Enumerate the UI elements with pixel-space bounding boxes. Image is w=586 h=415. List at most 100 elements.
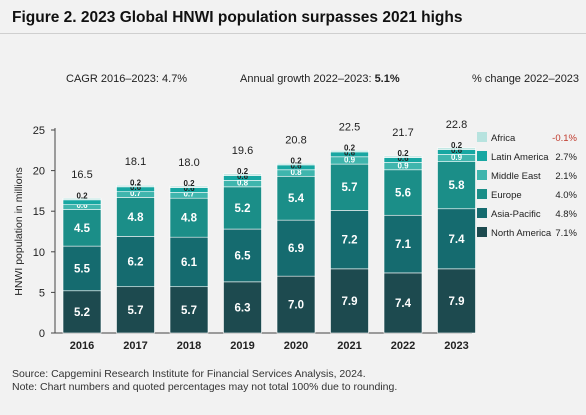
legend-change: 2.7% bbox=[555, 152, 577, 163]
data-label: 5.2 bbox=[235, 203, 251, 215]
legend-swatch bbox=[477, 208, 487, 218]
bar-segment bbox=[276, 219, 316, 277]
legend-label: Europe bbox=[491, 190, 522, 201]
bar-segment bbox=[437, 147, 476, 150]
total-label: 21.7 bbox=[392, 127, 413, 139]
data-label: 0.2 bbox=[290, 156, 302, 165]
data-label: 7.1 bbox=[395, 239, 412, 251]
total-label: 18.1 bbox=[125, 156, 146, 168]
bar-segment bbox=[62, 199, 102, 206]
bar-segment bbox=[116, 184, 155, 188]
bar-segment bbox=[169, 236, 209, 288]
legend-label: Asia-Pacific bbox=[491, 209, 541, 220]
data-label: 5.4 bbox=[288, 193, 305, 205]
total-label: 22.5 bbox=[339, 121, 360, 133]
data-label: 6.5 bbox=[235, 250, 252, 262]
legend-change: 7.1% bbox=[555, 228, 577, 239]
cagr-value: 4.7% bbox=[162, 73, 188, 85]
bar-segment bbox=[223, 186, 262, 230]
x-tick-label: 2022 bbox=[391, 340, 415, 352]
legend-swatch bbox=[477, 151, 487, 161]
bar-segment bbox=[437, 161, 476, 210]
total-label: 22.8 bbox=[446, 119, 467, 131]
bar-segment bbox=[223, 281, 262, 334]
x-tick-label: 2020 bbox=[284, 340, 308, 352]
data-label: 0.6 bbox=[451, 146, 463, 155]
source-line: Source: Capgemini Research Institute for… bbox=[12, 368, 366, 380]
data-label: 0.9 bbox=[397, 161, 409, 170]
data-label: 7.4 bbox=[395, 298, 412, 310]
bar-segment bbox=[116, 236, 155, 288]
source-note: Source: Capgemini Research Institute for… bbox=[12, 368, 397, 394]
bar-segment bbox=[330, 150, 369, 153]
legend-label: Middle East bbox=[491, 171, 541, 182]
data-label: 0.6 bbox=[397, 154, 409, 163]
note-line: Note: Chart numbers and quoted percentag… bbox=[12, 381, 398, 393]
legend-label: Latin America bbox=[491, 152, 549, 163]
legend-change: -0.1% bbox=[552, 133, 577, 144]
bar-segment bbox=[62, 209, 102, 247]
x-tick-label: 2018 bbox=[177, 340, 201, 352]
data-label: 7.2 bbox=[342, 235, 358, 247]
cagr-label: CAGR 2016–2023: bbox=[66, 73, 159, 85]
bar-segment bbox=[223, 173, 262, 176]
figure-title: Figure 2. 2023 Global HNWI population su… bbox=[12, 9, 463, 26]
data-label: 7.9 bbox=[449, 296, 465, 308]
x-tick-label: 2017 bbox=[123, 340, 147, 352]
y-tick-label: 0 bbox=[39, 328, 45, 340]
data-label: 4.8 bbox=[181, 213, 198, 225]
title-divider bbox=[0, 33, 586, 34]
legend-label: Africa bbox=[491, 133, 516, 144]
bar-segment bbox=[276, 162, 316, 166]
x-tick-label: 2016 bbox=[70, 340, 94, 352]
data-label: 0.2 bbox=[237, 167, 249, 176]
bar-segment bbox=[169, 197, 209, 238]
data-label: 0.2 bbox=[451, 141, 463, 150]
legend-change: 4.0% bbox=[555, 190, 577, 201]
legend-swatch bbox=[477, 170, 487, 180]
total-label: 16.5 bbox=[71, 169, 92, 181]
data-label: 6.1 bbox=[181, 257, 198, 269]
bar-segment bbox=[223, 228, 262, 283]
bar-segment bbox=[383, 155, 423, 158]
legend-change: 4.8% bbox=[555, 209, 577, 220]
annual-growth-label: Annual growth 2022–2023: bbox=[240, 73, 372, 85]
bar-segment bbox=[62, 290, 102, 334]
data-label: 0.7 bbox=[183, 190, 195, 199]
data-label: 4.5 bbox=[74, 223, 91, 235]
data-label: 0.6 bbox=[290, 161, 302, 170]
data-label: 0.9 bbox=[451, 153, 463, 162]
data-label: 6.9 bbox=[288, 243, 304, 255]
data-label: 0.2 bbox=[183, 179, 195, 188]
bar-segment bbox=[62, 245, 102, 292]
data-label: 5.7 bbox=[128, 305, 144, 317]
bar-segment bbox=[437, 268, 476, 334]
bar-segment bbox=[330, 163, 369, 211]
data-label: 0.2 bbox=[397, 149, 409, 158]
bar-segment bbox=[62, 197, 102, 201]
data-label: 6.3 bbox=[235, 302, 251, 314]
data-label: 0.2 bbox=[130, 178, 142, 187]
legend-swatch bbox=[477, 227, 487, 237]
data-label: 0.2 bbox=[344, 143, 356, 152]
total-label: 20.8 bbox=[285, 134, 306, 146]
data-label: 7.4 bbox=[449, 234, 466, 246]
data-label: 0.6 bbox=[76, 201, 88, 210]
data-label: 0.9 bbox=[344, 156, 356, 165]
bar-segment bbox=[116, 197, 155, 237]
data-label: 0.8 bbox=[290, 168, 302, 177]
total-label: 19.6 bbox=[232, 145, 253, 157]
bar-segment bbox=[169, 286, 209, 334]
x-tick-label: 2023 bbox=[444, 340, 468, 352]
x-tick-label: 2019 bbox=[230, 340, 254, 352]
data-label: 0.6 bbox=[237, 172, 249, 181]
annual-growth-value: 5.1% bbox=[374, 73, 400, 85]
annual-growth-text: Annual growth 2022–2023: 5.1% bbox=[240, 73, 400, 85]
data-label: 5.6 bbox=[395, 188, 411, 200]
data-label: 5.2 bbox=[74, 307, 90, 319]
data-label: 7.0 bbox=[288, 300, 304, 312]
legend-change: 2.1% bbox=[555, 171, 577, 182]
y-tick-label: 15 bbox=[33, 206, 45, 218]
